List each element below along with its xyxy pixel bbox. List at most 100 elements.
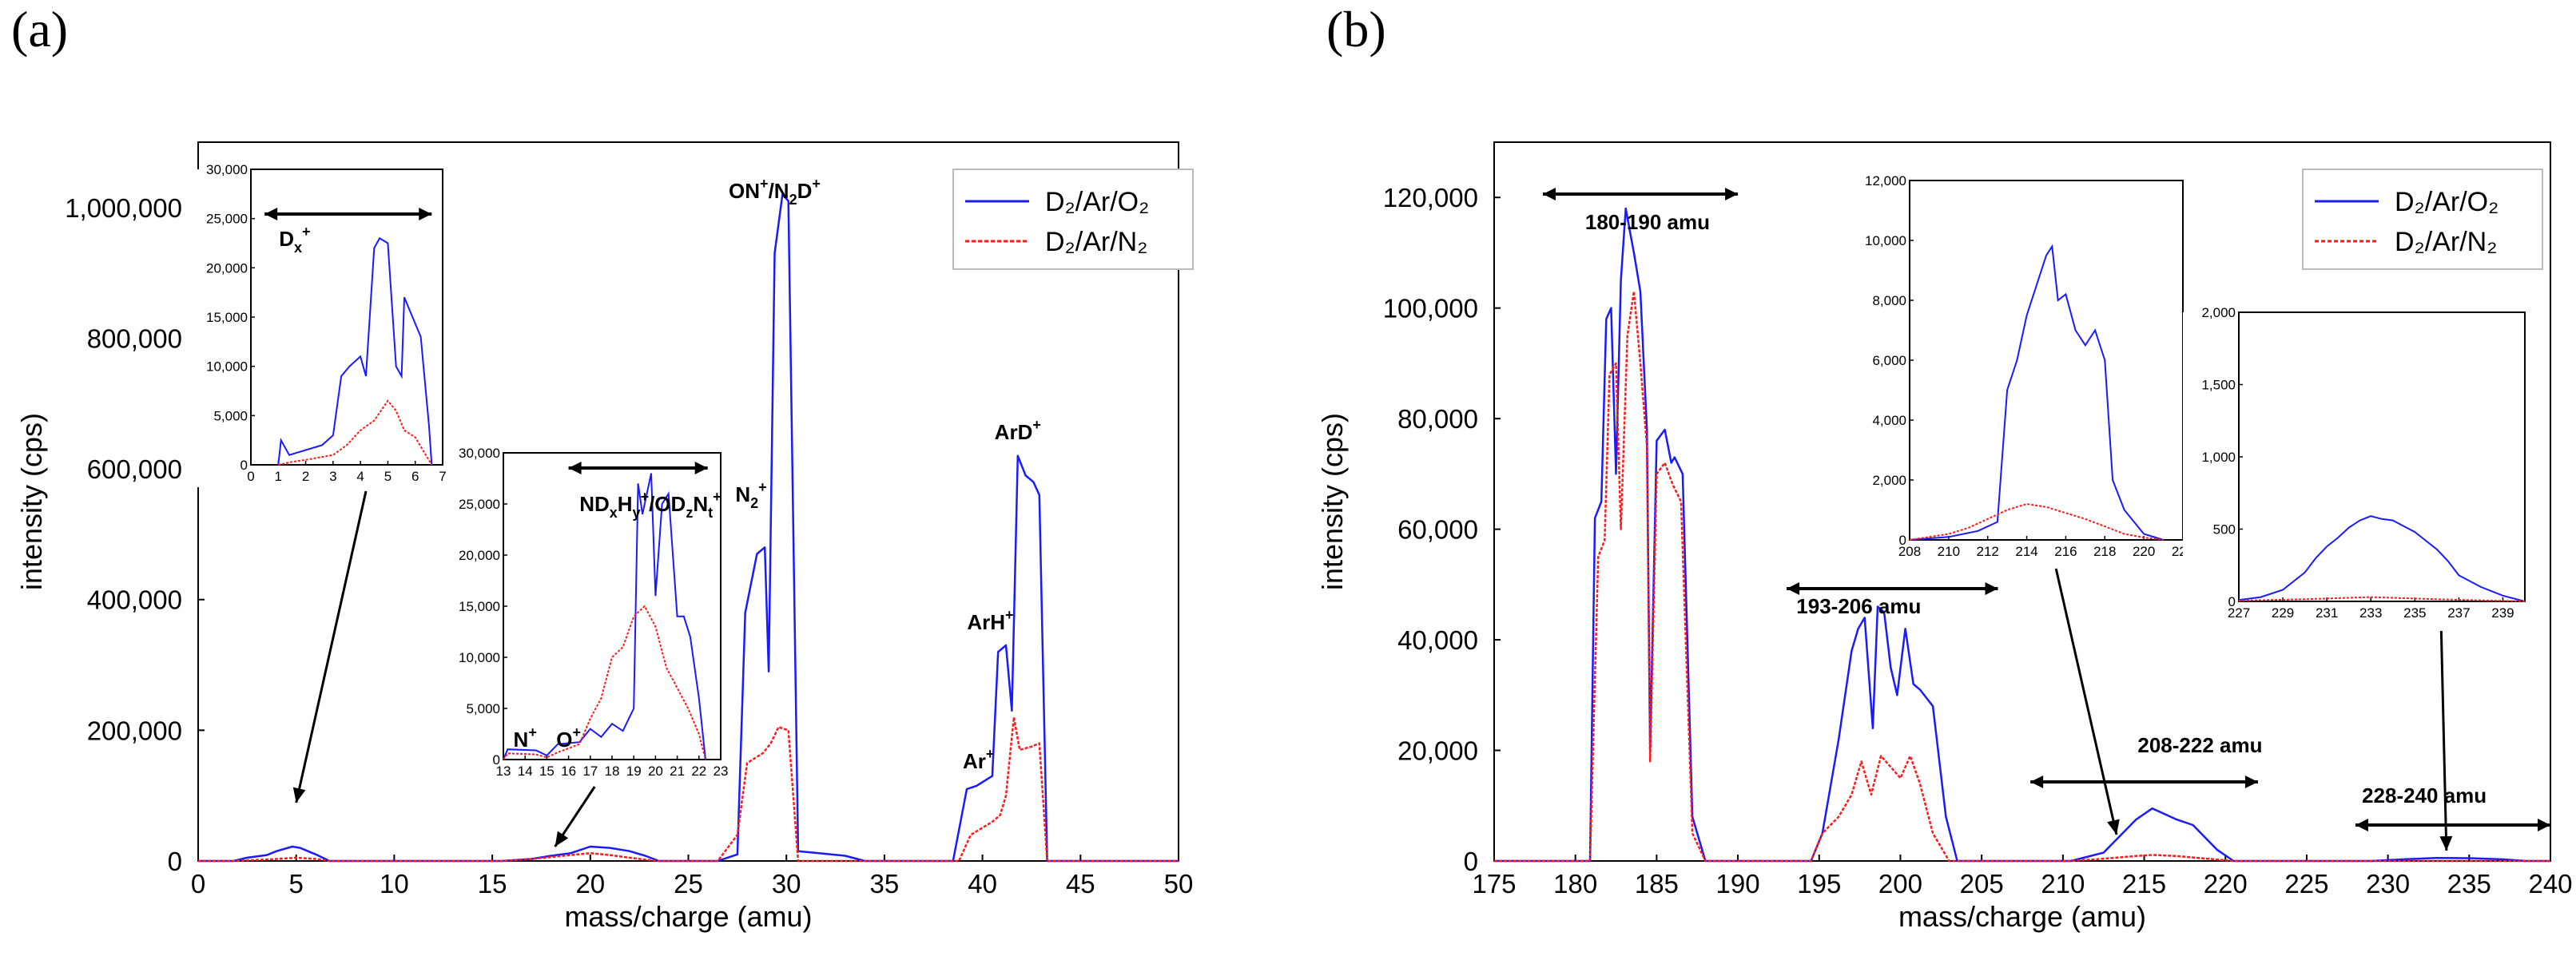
panel-b-inset-228-240-pointer-line xyxy=(2439,630,2448,851)
panel-a-x-tick-label: 5 xyxy=(289,869,304,899)
panel-b-inset-228-240-x-tick-label: 239 xyxy=(2491,605,2514,621)
panel-b-inset-208-222-x-tick-label: 216 xyxy=(2054,544,2077,559)
panel-a-annotation-arh: ArH+ xyxy=(967,607,1013,634)
panel-a-y-tick-label: 1,000,000 xyxy=(65,193,182,223)
panel-a-inset-dx-y-tick-label: 20,000 xyxy=(206,260,248,276)
panel-a-series-line-o2 xyxy=(198,193,1179,863)
panel-a-inset-ndh-arrow-head-left xyxy=(568,462,582,474)
panel-b-inset-208-222-series-line-n2 xyxy=(1909,502,2164,541)
panel-b-y-tick-label: 20,000 xyxy=(1397,736,1478,766)
panel-b-x-tick-label: 215 xyxy=(2122,869,2166,899)
panel-b-x-tick-label: 205 xyxy=(1960,869,2004,899)
panel-b-inset-208-222-y-tick-label: 10,000 xyxy=(1865,233,1906,248)
panel-a-x-tick-label: 25 xyxy=(674,869,703,899)
panel-a-inset-ndh-y-tick-label: 10,000 xyxy=(459,650,500,665)
panel-b-x-tick-label: 190 xyxy=(1716,869,1760,899)
panel-a-inset-dx-x-tick-label: 5 xyxy=(384,469,392,484)
panel-b-x-tick-label: 175 xyxy=(1472,869,1516,899)
panel-b-x-tick-label: 225 xyxy=(2284,869,2328,899)
panel-b-x-tick-label: 220 xyxy=(2204,869,2248,899)
panel-a-inset-ndh-y-tick-label: 25,000 xyxy=(459,497,500,512)
panel-b-inset-208-222-background xyxy=(1839,181,2183,562)
panel-a-inset-ndh-y-tick-label: 20,000 xyxy=(459,548,500,563)
panel-b-x-tick-label: 185 xyxy=(1635,869,1679,899)
panel-a-annotation-ar: Ar+ xyxy=(963,746,994,773)
panel-b-y-tick-label: 120,000 xyxy=(1383,183,1478,212)
panel-a-inset-dx-x-tick-label: 1 xyxy=(275,469,282,484)
panel-b-inset-208-222-pointer-line xyxy=(2054,568,2118,835)
panel-a-x-tick-label: 20 xyxy=(575,869,605,899)
panel-b-inset-208-222-x-tick-label: 212 xyxy=(1977,544,1999,559)
panel-a-inset-ndh-x-tick-label: 21 xyxy=(670,764,685,779)
panel-b-y-tick-label: 60,000 xyxy=(1397,515,1478,545)
panel-a-x-tick-label: 35 xyxy=(870,869,900,899)
panel-a-inset-dx-pointer-head xyxy=(292,787,306,803)
panel-b-inset-208-222-x-tick-label: 220 xyxy=(2133,544,2155,559)
panel-a-inset-dx-y-tick-label: 15,000 xyxy=(206,310,248,325)
panel-a-annotation-on-n2d: ON+/N2D+ xyxy=(729,176,821,208)
panel-a-inset-ndh-x-tick-label: 18 xyxy=(605,764,620,779)
panel-b-inset-228-240-x-tick-label: 227 xyxy=(2228,605,2250,621)
panel-b-inset-228-240-series-line-n2 xyxy=(2238,596,2526,602)
panel-a-series-line-n2 xyxy=(198,716,1179,863)
panel-a-inset-ndh-x-tick-label: 19 xyxy=(626,764,642,779)
panel-b-inset-228-240-x-tick-label: 233 xyxy=(2359,605,2382,621)
panel-a-inset-dx-y-tick-label: 25,000 xyxy=(206,212,248,227)
panel-a-inset-dx-arrow-head-left xyxy=(264,208,278,220)
panel-b-inset-228-240-y-tick-label: 500 xyxy=(2213,522,2236,538)
panel-a-inset-ndh-x-tick-label: 16 xyxy=(561,764,576,779)
panel-a-inset-ndh-background xyxy=(457,453,721,782)
panel-b-inset-228-240-x-tick-label: 237 xyxy=(2447,605,2470,621)
panel-a-annotation-n2: N2+ xyxy=(735,479,766,511)
panel-a-inset-ndh-x-tick-label: 22 xyxy=(691,764,706,779)
panel-a-inset-ndh-x-tick-label: 15 xyxy=(539,764,555,779)
panel-b-x-tick-label: 200 xyxy=(1878,869,1922,899)
panel-b-inset-208-222-y-tick-label: 12,000 xyxy=(1865,173,1906,188)
panel-b-panel-label: (b) xyxy=(1326,1,1386,58)
panel-a-panel-label: (a) xyxy=(11,1,68,58)
panel-b-y-tick-label: 80,000 xyxy=(1397,404,1478,434)
panel-b-inset-228-240-x-tick-label: 229 xyxy=(2272,605,2294,621)
panel-b-inset-208-222-y-tick-label: 2,000 xyxy=(1872,473,1906,488)
panel-b-inset-228-240-x-tick-label: 231 xyxy=(2316,605,2338,621)
panel-a-inset-dx-arrow-head-right xyxy=(419,208,432,220)
panel-a-legend-label-o2: D₂/Ar/O₂ xyxy=(1045,187,1149,217)
panel-a-inset-ndh-x-tick-label: 17 xyxy=(582,764,598,779)
panel-b-annotation-180-190: 180-190 amu xyxy=(1585,210,1710,234)
panel-b-arrow-208-222-head-left xyxy=(2030,776,2044,788)
panel-a-inset-ndh-y-tick-label: 30,000 xyxy=(459,446,500,461)
panel-b-y-tick-label: 100,000 xyxy=(1383,294,1478,323)
panel-b-inset-228-240-series-line-o2 xyxy=(2238,515,2526,602)
panel-a-y-tick-label: 800,000 xyxy=(87,323,182,353)
panel-a-inset-ndh-x-tick-label: 13 xyxy=(496,764,511,779)
panel-a-inset-dx-series-line-n2 xyxy=(278,399,433,466)
panel-a-inset-dx-x-tick-label: 6 xyxy=(411,469,419,484)
panel-b-inset-208-222-series-line-o2 xyxy=(1909,244,2164,541)
panel-a-x-tick-label: 0 xyxy=(191,869,205,899)
panel-b-inset-228-240-x-tick-label: 235 xyxy=(2403,605,2426,621)
panel-b-inset-228-240-y-tick-label: 0 xyxy=(2228,594,2236,609)
panel-b-x-tick-label: 195 xyxy=(1797,869,1841,899)
panel-b-x-axis-title: mass/charge (amu) xyxy=(1898,900,2146,933)
panel-b-annotation-208-222: 208-222 amu xyxy=(2137,733,2262,757)
panel-a-x-tick-label: 10 xyxy=(380,869,409,899)
panel-b-inset-228-240-y-tick-label: 2,000 xyxy=(2201,305,2236,320)
panel-a-x-tick-label: 45 xyxy=(1066,869,1095,899)
panel-a-inset-ndh-arrow-head-right xyxy=(694,462,708,474)
panel-a-x-tick-label: 50 xyxy=(1164,869,1194,899)
panel-b-inset-208-222-x-tick-label: 218 xyxy=(2093,544,2116,559)
panel-a-legend-label-n2: D₂/Ar/N₂ xyxy=(1045,227,1147,257)
panel-a-inset-dx-y-tick-label: 10,000 xyxy=(206,359,248,375)
panel-a-inset-dx-x-tick-label: 2 xyxy=(302,469,309,484)
panel-b-arrow-193-206-head-right xyxy=(1985,582,1998,595)
panel-a-inset-ndh-x-tick-label: 23 xyxy=(714,764,729,779)
panel-b-arrow-180-190-head-left xyxy=(1543,188,1556,200)
panel-b-x-tick-label: 210 xyxy=(2041,869,2085,899)
panel-a-inset-ndh-y-tick-label: 15,000 xyxy=(459,599,500,614)
panel-b-inset-208-222-y-tick-label: 4,000 xyxy=(1872,413,1906,428)
panel-b-series-line-n2 xyxy=(1494,290,2550,863)
panel-a-inset-dx-x-tick-label: 0 xyxy=(247,469,254,484)
panel-b-inset-208-222-x-tick-label: 214 xyxy=(2015,544,2037,559)
panel-b-legend-label-o2: D₂/Ar/O₂ xyxy=(2395,187,2498,217)
